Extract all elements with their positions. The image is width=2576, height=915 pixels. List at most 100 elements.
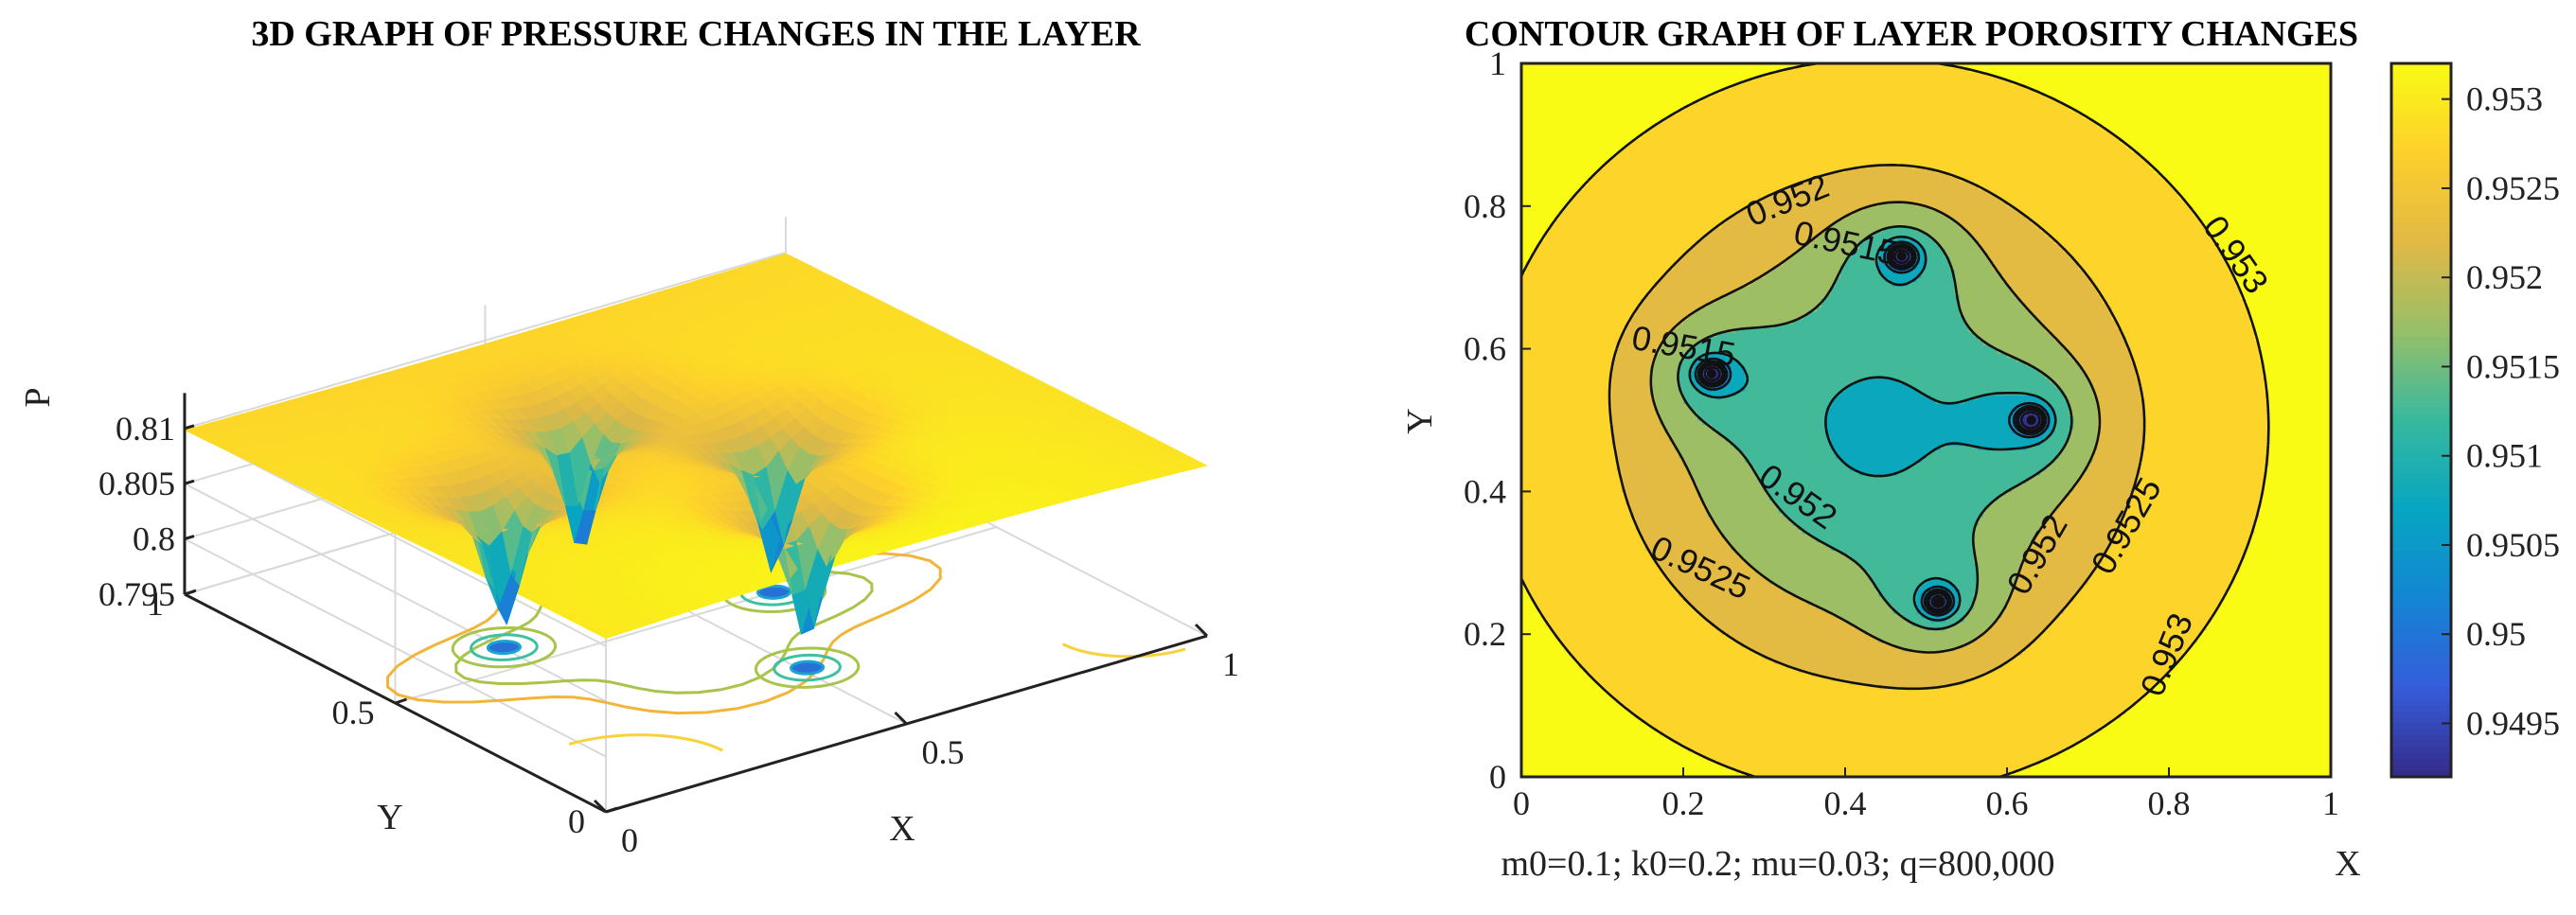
contour-fill-cell xyxy=(1588,167,1594,173)
contour-fill-cell xyxy=(1559,365,1565,371)
contour-fill-cell xyxy=(1550,176,1555,182)
contour-fill-cell xyxy=(1592,743,1599,748)
contour-fill-cell xyxy=(1588,248,1594,254)
contour-fill-cell xyxy=(1550,470,1555,476)
contour-fill-cell xyxy=(1578,483,1584,488)
contour-fill-cell xyxy=(1526,214,1532,220)
contour-fill-cell xyxy=(1583,114,1590,119)
contour-fill-cell xyxy=(1578,357,1584,362)
contour-fill-cell xyxy=(1569,554,1574,559)
contour-fill-cell xyxy=(1559,231,1565,237)
contour-fill-cell xyxy=(1564,512,1570,518)
contour-fill-cell xyxy=(1569,453,1574,459)
contour-fill-cell xyxy=(1540,739,1546,745)
contour-fill-cell xyxy=(1554,71,1560,77)
contour-fill-cell xyxy=(1559,605,1565,610)
contour-fill-cell xyxy=(1564,155,1570,161)
contour-fill-cell xyxy=(1536,369,1541,375)
contour-fill-cell xyxy=(1554,457,1560,463)
contour-fill-cell xyxy=(1592,575,1599,581)
contour-fill-cell xyxy=(1583,764,1590,769)
contour-fill-cell xyxy=(1578,369,1584,375)
contour-fill-cell xyxy=(1545,600,1551,606)
contour-fill-cell xyxy=(1526,239,1532,245)
contour-fill-cell xyxy=(1531,617,1537,623)
contour-fill-cell xyxy=(1526,646,1532,652)
contour-fill-cell xyxy=(1559,336,1565,342)
contour-fill-cell xyxy=(1545,126,1551,132)
contour-fill-cell xyxy=(1592,717,1599,723)
contour-fill-cell xyxy=(1569,760,1574,765)
contour-fill-cell xyxy=(1583,453,1590,459)
contour-fill-cell xyxy=(1531,760,1537,765)
contour-fill-cell xyxy=(1588,537,1594,543)
contour-fill-cell xyxy=(1583,105,1590,111)
contour-fill-cell xyxy=(1578,642,1584,648)
contour-fill-cell xyxy=(1526,420,1532,426)
contour-fill-cell xyxy=(1559,701,1565,707)
contour-fill-cell xyxy=(1578,382,1584,388)
contour-fill-cell xyxy=(1536,701,1541,707)
contour-fill-cell xyxy=(1550,554,1555,559)
contour-fill-cell xyxy=(1540,407,1546,413)
contour-fill-cell xyxy=(1545,562,1551,568)
contour-fill-cell xyxy=(1592,474,1599,480)
contour-fill-cell xyxy=(1536,625,1541,631)
contour-fill-cell xyxy=(1526,474,1532,480)
contour-fill-cell xyxy=(1559,302,1565,308)
contour-fill-cell xyxy=(1550,638,1555,643)
contour-fill-cell xyxy=(1564,302,1570,308)
contour-fill-cell xyxy=(1569,424,1574,430)
contour-fill-cell xyxy=(1588,374,1594,379)
contour-fill-cell xyxy=(1583,743,1590,748)
contour-fill-cell xyxy=(1569,138,1574,144)
contour-fill-cell xyxy=(1526,453,1532,459)
contour-fill-cell xyxy=(1578,219,1584,224)
contour-fill-cell xyxy=(1564,676,1570,681)
contour-fill-cell xyxy=(1559,747,1565,752)
contour-fill-cell xyxy=(1526,567,1532,572)
contour-fill-cell xyxy=(1554,172,1560,178)
contour-fill-cell xyxy=(1564,273,1570,278)
contour-fill-cell xyxy=(1540,638,1546,643)
contour-fill-cell xyxy=(1573,571,1579,576)
contour-fill-cell xyxy=(1573,205,1579,211)
contour-fill-cell xyxy=(1545,734,1551,740)
contour-fill-cell xyxy=(1550,302,1555,308)
contour-fill-cell xyxy=(1583,117,1590,123)
contour-fill-cell xyxy=(1554,508,1560,514)
contour-fill-cell xyxy=(1588,449,1594,455)
contour-fill-cell xyxy=(1559,608,1565,614)
contour-fill-cell xyxy=(1550,348,1555,354)
contour-fill-cell xyxy=(1536,122,1541,128)
contour-fill-cell xyxy=(1583,470,1590,476)
contour-fill-cell xyxy=(1564,621,1570,626)
contour-fill-cell xyxy=(1564,600,1570,606)
contour-fill-cell xyxy=(1564,176,1570,182)
contour-fill-cell xyxy=(1526,734,1532,740)
contour-fill-cell xyxy=(1569,76,1574,81)
contour-fill-cell xyxy=(1583,269,1590,274)
contour-fill-cell xyxy=(1564,722,1570,728)
contour-fill-cell xyxy=(1554,79,1560,85)
contour-fill-cell xyxy=(1540,605,1546,610)
contour-fill-cell xyxy=(1588,235,1594,240)
contour-fill-cell xyxy=(1554,222,1560,228)
contour-fill-cell xyxy=(1536,500,1541,505)
contour-fill-cell xyxy=(1588,243,1594,249)
contour-fill-cell xyxy=(1569,67,1574,73)
contour-fill-cell xyxy=(1592,751,1599,757)
contour-fill-cell xyxy=(1540,424,1546,430)
contour-fill-cell xyxy=(1573,457,1579,463)
contour-fill-cell xyxy=(1578,768,1584,774)
contour-fill-cell xyxy=(1564,436,1570,442)
contour-fill-cell xyxy=(1550,512,1555,518)
contour-fill-cell xyxy=(1569,290,1574,295)
contour-fill-cell xyxy=(1564,537,1570,543)
contour-fill-cell xyxy=(1592,600,1599,606)
contour-fill-cell xyxy=(1588,432,1594,438)
contour-fill-cell xyxy=(1583,495,1590,501)
contour-fill-cell xyxy=(1588,365,1594,371)
contour-fill-cell xyxy=(1564,117,1570,123)
contour-fill-cell xyxy=(1554,642,1560,648)
